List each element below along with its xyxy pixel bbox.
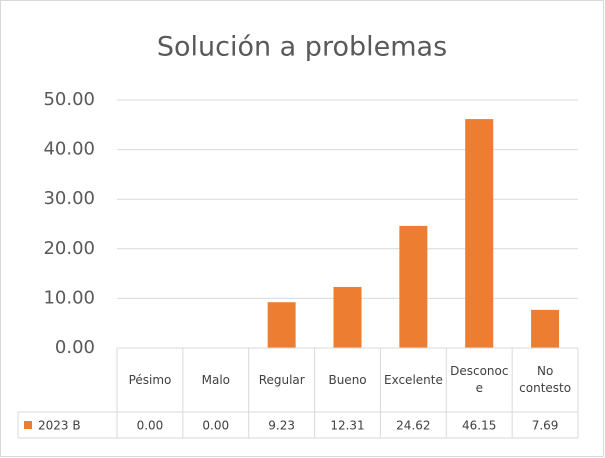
y-tick-label: 50.00: [43, 89, 95, 110]
y-tick-label: 40.00: [43, 139, 95, 160]
bar: [399, 225, 428, 348]
x-tick-label: Desconoce: [450, 364, 509, 395]
category-cell: Excelente: [383, 372, 443, 387]
bar: [531, 309, 560, 348]
x-tick-label: Regular: [258, 372, 305, 387]
bar: [267, 302, 296, 348]
x-tick-label: Malo: [201, 372, 231, 387]
table-value: 0.00: [137, 419, 164, 433]
y-tick-label: 0.00: [55, 337, 95, 358]
category-cell: Regular: [258, 372, 305, 387]
category-cell: No contesto: [519, 364, 572, 395]
bar: [333, 286, 362, 348]
table-value: 12.31: [330, 419, 364, 433]
x-tick-label: No contesto: [519, 364, 572, 395]
table-value: 46.15: [462, 419, 496, 433]
chart-title: Solución a problemas: [157, 32, 447, 63]
category-cell: Bueno: [328, 372, 367, 387]
table-value: 9.23: [268, 419, 295, 433]
category-cell: Malo: [201, 372, 231, 387]
x-tick-label: Pésimo: [128, 372, 172, 387]
x-tick-label: Bueno: [328, 372, 367, 387]
x-tick-label: Excelente: [383, 372, 443, 387]
category-cell: Pésimo: [128, 372, 172, 387]
category-cell: Desconoce: [450, 364, 509, 395]
legend-swatch: [24, 421, 32, 429]
table-value: 0.00: [202, 419, 229, 433]
y-tick-label: 30.00: [43, 188, 95, 209]
y-tick-label: 20.00: [43, 238, 95, 259]
bar: [465, 119, 494, 348]
legend-label: 2023 B: [38, 419, 81, 433]
y-tick-label: 10.00: [43, 287, 95, 308]
table-value: 7.69: [532, 419, 559, 433]
table-value: 24.62: [396, 419, 430, 433]
